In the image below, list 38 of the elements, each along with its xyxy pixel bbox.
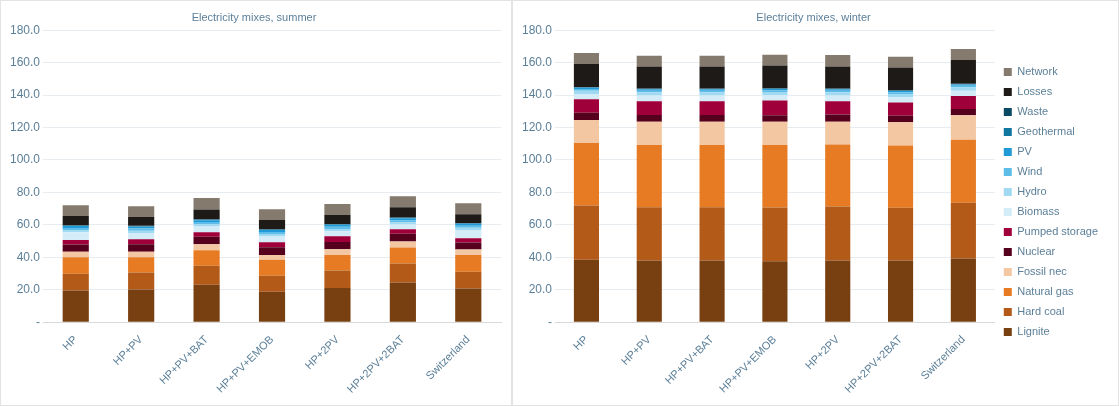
legend-label: PV <box>1017 145 1033 158</box>
y-tick-label: 120.0 <box>10 119 41 134</box>
y-tick-label: 40.0 <box>16 249 41 264</box>
legend-label: Wind <box>1017 165 1043 178</box>
y-tick-label: 160.0 <box>522 54 553 69</box>
y-tick-label: 80.0 <box>16 184 41 199</box>
x-tick-label: HP <box>570 332 590 353</box>
y-tick-label: - <box>548 314 553 329</box>
y-tick-label: 140.0 <box>522 87 553 102</box>
legend-label: Hydro <box>1017 185 1047 198</box>
legend-label: Waste <box>1017 105 1049 118</box>
chart-title: Electricity mixes, winter <box>756 10 871 23</box>
legend-label: Hard coal <box>1017 305 1065 318</box>
legend-label: Nuclear <box>1017 245 1056 258</box>
legend-label: Network <box>1017 65 1059 78</box>
legend-label: Losses <box>1017 85 1053 98</box>
y-tick-label: 100.0 <box>522 152 553 167</box>
legend-label: Biomass <box>1017 205 1060 218</box>
legend-label: Fossil nec <box>1017 265 1068 278</box>
y-tick-label: 100.0 <box>10 152 41 167</box>
y-tick-label: 140.0 <box>10 87 41 102</box>
y-tick-label: 20.0 <box>16 282 41 297</box>
y-tick-label: 160.0 <box>10 54 41 69</box>
y-tick-label: 80.0 <box>528 184 553 199</box>
legend-label: Pumped storage <box>1017 225 1098 238</box>
y-tick-label: 20.0 <box>528 282 553 297</box>
legend-label: Lignite <box>1017 325 1050 338</box>
y-tick-label: 180.0 <box>10 22 41 37</box>
y-tick-label: 60.0 <box>16 217 41 232</box>
x-tick-label: HP <box>60 332 80 353</box>
y-tick-label: 60.0 <box>528 217 553 232</box>
y-tick-label: 180.0 <box>522 22 553 37</box>
y-tick-label: 40.0 <box>528 249 553 264</box>
y-tick-label: - <box>36 314 41 329</box>
legend-label: Geothermal <box>1017 125 1075 138</box>
legend-label: Natural gas <box>1017 285 1075 298</box>
chart-title: Electricity mixes, summer <box>191 10 317 23</box>
y-tick-label: 120.0 <box>522 119 553 134</box>
